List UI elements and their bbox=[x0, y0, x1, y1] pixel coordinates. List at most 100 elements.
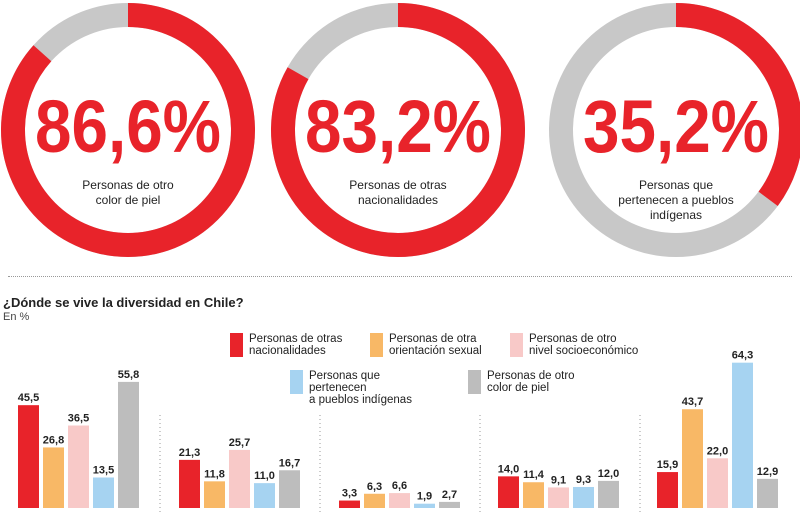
legend-item: Personas de otras nacionalidades bbox=[230, 333, 379, 357]
ring-caption-line: Personas de otro bbox=[82, 178, 174, 192]
ring-value-arc bbox=[271, 3, 525, 257]
ring-caption-line: Personas de otras bbox=[349, 178, 447, 192]
bar-value-label: 3,3 bbox=[342, 488, 357, 500]
ring-2: 83,2% bbox=[271, 3, 525, 257]
bar-value-label: 22,0 bbox=[707, 445, 728, 457]
ring-caption-line: color de piel bbox=[95, 193, 161, 207]
ring-caption-line: pertenecen a pueblos bbox=[618, 193, 734, 207]
ring-caption-line: nacionalidades bbox=[357, 193, 439, 207]
bar-value-label: 43,7 bbox=[682, 396, 703, 408]
bar bbox=[732, 362, 753, 508]
legend-swatch bbox=[370, 333, 383, 357]
bar-value-label: 6,6 bbox=[392, 480, 407, 492]
bar-value-label: 13,5 bbox=[93, 464, 114, 476]
ring-caption: Personas de otro color de piel bbox=[43, 178, 213, 208]
bar-group-4: 14,0 11,4 9,1 9,3 12,0 bbox=[498, 463, 619, 508]
bar-value-label: 16,7 bbox=[279, 457, 300, 469]
legend-swatch bbox=[230, 333, 243, 357]
bar-value-label: 14,0 bbox=[498, 463, 519, 475]
bar-value-label: 15,9 bbox=[657, 459, 678, 471]
legend-label: Personas de otro color de piel bbox=[487, 370, 617, 394]
bar-value-label: 11,8 bbox=[204, 468, 225, 480]
bar-value-label: 25,7 bbox=[229, 437, 250, 449]
bar-group-2: 21,3 11,8 25,7 11,0 16,7 bbox=[179, 437, 300, 508]
bar-group-3: 3,3 6,3 6,6 1,9 2,7 bbox=[339, 480, 460, 508]
bar-value-label: 12,9 bbox=[757, 466, 778, 478]
bar bbox=[279, 470, 300, 508]
legend-swatch bbox=[468, 370, 481, 394]
chart-subtitle: En % bbox=[3, 311, 30, 323]
bar bbox=[573, 486, 594, 508]
legend-label: Personas de otro nivel socioeconómico bbox=[529, 333, 659, 357]
bar bbox=[389, 493, 410, 508]
legend-label-line: Personas de otras bbox=[249, 333, 343, 345]
legend-item: Personas que pertenecen a pueblos indígen… bbox=[290, 370, 439, 406]
bar bbox=[68, 425, 89, 508]
legend-label-line: Personas que pertenecen bbox=[309, 370, 380, 394]
bar bbox=[364, 493, 385, 508]
legend-label-line: Personas de otro bbox=[487, 370, 575, 382]
bar bbox=[598, 480, 619, 508]
bar bbox=[707, 458, 728, 508]
bar bbox=[18, 405, 39, 508]
bar bbox=[498, 476, 519, 508]
bar bbox=[229, 449, 250, 508]
bar-value-label: 2,7 bbox=[442, 489, 457, 501]
bar-value-label: 26,8 bbox=[43, 434, 64, 446]
bar-value-label: 55,8 bbox=[118, 369, 139, 381]
legend-label-line: nacionalidades bbox=[249, 345, 326, 357]
bar bbox=[757, 478, 778, 508]
bar bbox=[657, 472, 678, 508]
ring-caption-line: indígenas bbox=[649, 208, 703, 222]
legend-label: Personas que pertenecen a pueblos indígen… bbox=[309, 370, 439, 406]
legend-label-line: orientación sexual bbox=[389, 345, 482, 357]
ring-1: 86,6% bbox=[1, 3, 255, 257]
legend-label-line: nivel socioeconómico bbox=[529, 345, 639, 357]
legend-label-line: Personas de otra bbox=[389, 333, 477, 345]
ring-caption-line: Personas que bbox=[638, 178, 714, 192]
bar-value-label: 9,1 bbox=[551, 474, 566, 486]
bar bbox=[414, 503, 435, 508]
bar bbox=[179, 459, 200, 508]
legend-label-line: color de piel bbox=[487, 382, 550, 394]
bar bbox=[682, 409, 703, 508]
bar-value-label: 45,5 bbox=[18, 392, 39, 404]
ring-caption: Personas de otras nacionalidades bbox=[313, 178, 483, 208]
bar bbox=[523, 482, 544, 508]
ring-value-arc bbox=[549, 3, 800, 257]
bar-value-label: 11,0 bbox=[254, 470, 275, 482]
ring-percent-label: 83,2% bbox=[305, 85, 491, 168]
chart-title: ¿Dónde se vive la diversidad en Chile? bbox=[3, 295, 244, 310]
bar-value-label: 12,0 bbox=[598, 468, 619, 480]
ring-3: 35,2% bbox=[549, 3, 800, 257]
bar-group-1: 45,5 26,8 36,5 13,5 55,8 bbox=[18, 369, 139, 508]
legend-swatch bbox=[290, 370, 303, 394]
bar-value-label: 9,3 bbox=[576, 474, 591, 486]
bar-value-label: 6,3 bbox=[367, 481, 382, 493]
ring-percent-label: 35,2% bbox=[583, 85, 769, 168]
bar bbox=[43, 447, 64, 508]
ring-value-arc bbox=[1, 3, 255, 257]
bar-value-label: 36,5 bbox=[68, 413, 89, 425]
bar bbox=[204, 481, 225, 508]
ring-percent-label: 86,6% bbox=[35, 85, 221, 168]
section-divider bbox=[8, 276, 792, 277]
legend-item: Personas de otra orientación sexual bbox=[370, 333, 519, 357]
rings-graphic: 86,6% 83,2% 35,2% bbox=[1, 3, 800, 257]
legend-label-line: a pueblos indígenas bbox=[309, 394, 412, 406]
bar bbox=[339, 500, 360, 508]
legend-swatch bbox=[510, 333, 523, 357]
legend-item: Personas de otro color de piel bbox=[468, 370, 617, 394]
bar bbox=[439, 501, 460, 508]
bar-value-label: 11,4 bbox=[523, 469, 545, 481]
top-rings-section: 86,6% 83,2% 35,2% Personas de otro color de… bbox=[1, 3, 800, 257]
bar bbox=[254, 483, 275, 508]
ring-caption: Personas que pertenecen a pueblos indígena… bbox=[591, 178, 761, 223]
bar-group-5: 15,9 43,7 22,0 64,3 12,9 bbox=[657, 350, 778, 508]
bar bbox=[548, 487, 569, 508]
legend-label-line: Personas de otro bbox=[529, 333, 617, 345]
legend-item: Personas de otro nivel socioeconómico bbox=[510, 333, 659, 357]
legend-label: Personas de otras nacionalidades bbox=[249, 333, 379, 357]
legend-label: Personas de otra orientación sexual bbox=[389, 333, 519, 357]
